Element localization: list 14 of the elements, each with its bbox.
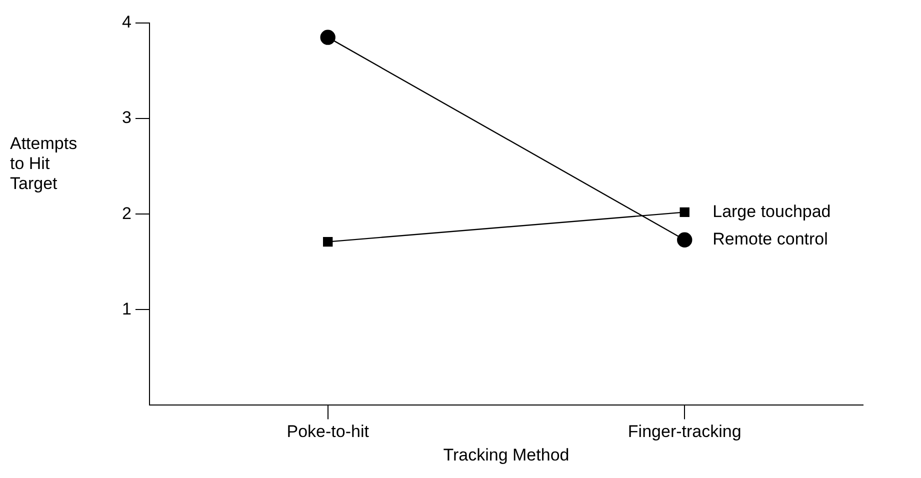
point <box>323 236 333 247</box>
y-tick-label: 2 <box>122 204 132 223</box>
y-tick-label: 1 <box>122 299 132 318</box>
series-label: Remote control <box>712 230 828 249</box>
x-axis-title: Tracking Method <box>443 445 570 464</box>
y-axis-title: Attempts to Hit Target <box>10 134 78 194</box>
x-tick-label: Finger-tracking <box>628 422 742 442</box>
point <box>320 30 336 45</box>
point <box>677 232 692 248</box>
y-tick-label: 4 <box>122 12 132 32</box>
series-label: Large touchpad <box>712 202 831 221</box>
x-tick-label: Poke-to-hit <box>286 422 370 442</box>
y-tick-label: 3 <box>122 108 132 128</box>
point <box>680 207 690 218</box>
